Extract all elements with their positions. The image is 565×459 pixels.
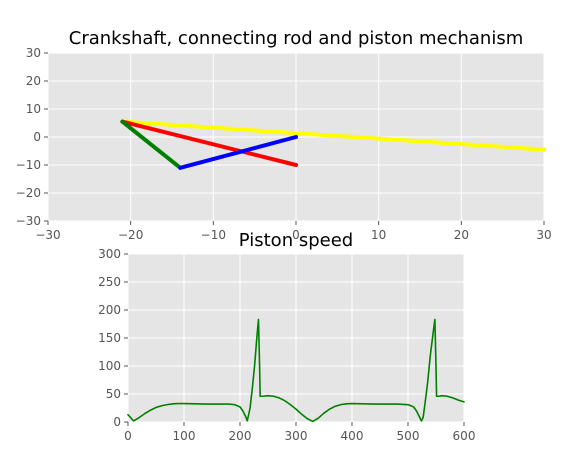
piston-speed-ytick-label: 150 bbox=[98, 331, 121, 345]
piston-speed-xtick-label: 300 bbox=[285, 429, 308, 443]
mechanism-series-line-4 bbox=[178, 135, 298, 170]
mechanism-ytick-label: 30 bbox=[26, 46, 41, 60]
mechanism-xtick-label: 20 bbox=[454, 228, 469, 242]
mechanism-xtick-label: 10 bbox=[371, 228, 386, 242]
mechanism-ytick-label: 20 bbox=[26, 74, 41, 88]
piston-speed-xtick-label: 100 bbox=[173, 429, 196, 443]
mechanism-ytick-label: −10 bbox=[16, 158, 41, 172]
mechanism-ytick-label: −30 bbox=[16, 214, 41, 228]
piston-speed-xtick-label: 500 bbox=[397, 429, 420, 443]
piston-speed-ytick-label: 50 bbox=[106, 387, 121, 401]
piston-speed-ytick-label: 0 bbox=[113, 415, 121, 429]
piston-speed-ytick-label: 250 bbox=[98, 275, 121, 289]
piston-speed-xtick-label: 200 bbox=[229, 429, 252, 443]
mechanism-xtick-label: −10 bbox=[201, 228, 226, 242]
mechanism-xtick-label: −20 bbox=[118, 228, 143, 242]
piston-speed-series-line-1 bbox=[127, 318, 465, 423]
mechanism-xtick-label: 0 bbox=[292, 228, 300, 242]
mechanism-ytick-label: −20 bbox=[16, 186, 41, 200]
piston-speed-xtick-label: 400 bbox=[341, 429, 364, 443]
mechanism-xtick-label: 30 bbox=[536, 228, 551, 242]
mechanism-chart-title: Crankshaft, connecting rod and piston me… bbox=[69, 28, 524, 49]
piston-speed-xtick-label: 600 bbox=[453, 429, 476, 443]
piston-speed-gridlines bbox=[127, 253, 465, 423]
mechanism-chart: Crankshaft, connecting rod and piston me… bbox=[16, 28, 552, 242]
piston-speed-chart-title: Piston speed bbox=[239, 230, 353, 251]
mechanism-series-line-1 bbox=[120, 119, 546, 152]
piston-speed-axes: 0 100 200 300 400 500 600 0 50 100 150 200 250 300 bbox=[98, 247, 475, 443]
piston-speed-series bbox=[127, 318, 465, 423]
mechanism-chart-axes: −30 −20 −10 0 10 20 30 −30 −20 −10 0 10 20 30 bbox=[16, 46, 552, 242]
piston-speed-xtick-label: 0 bbox=[124, 429, 132, 443]
mechanism-ytick-label: 10 bbox=[26, 102, 41, 116]
piston-speed-ytick-label: 200 bbox=[98, 303, 121, 317]
mechanism-ytick-label: 0 bbox=[33, 130, 41, 144]
mechanism-series-line-3 bbox=[120, 119, 183, 170]
piston-speed-ytick-label: 100 bbox=[98, 359, 121, 373]
mechanism-chart-series bbox=[120, 119, 546, 170]
mechanism-xtick-label: −30 bbox=[35, 228, 60, 242]
piston-speed-ytick-label: 300 bbox=[98, 247, 121, 261]
mechanism-series-line-2 bbox=[120, 119, 298, 167]
